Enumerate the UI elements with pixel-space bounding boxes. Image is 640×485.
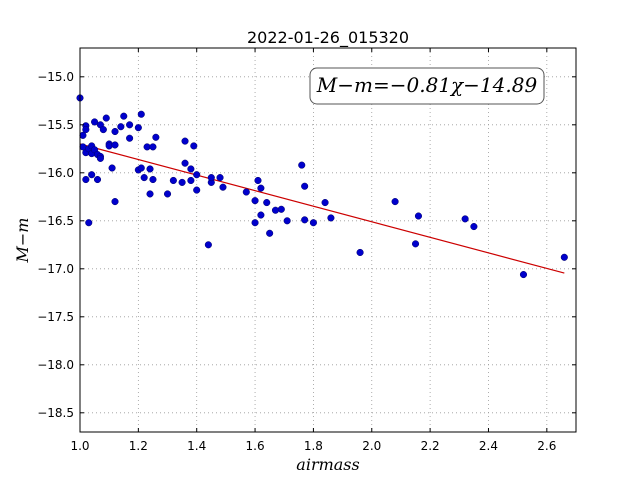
data-point [190,142,198,150]
x-tick-label: 2.4 [479,439,498,453]
data-point [96,154,104,162]
data-point [560,253,568,261]
plot-area-background [80,48,576,432]
data-point [91,118,99,126]
y-tick-label: −17.0 [37,262,74,276]
data-point [251,197,259,205]
data-point [102,114,110,122]
data-point [111,198,119,206]
y-tick-label: −16.0 [37,166,74,180]
data-point [93,175,102,184]
data-point [137,110,145,118]
y-axis-label: M−m [13,218,32,264]
fit-line [79,143,565,274]
data-point [88,171,96,179]
data-point [266,229,274,237]
x-tick-label: 1.6 [246,439,265,453]
data-point [111,127,119,136]
data-point [321,199,329,207]
data-point [254,176,262,185]
data-point [327,214,335,222]
data-point [461,215,469,223]
data-point [152,133,160,141]
data-point [187,165,195,173]
data-point [82,126,90,134]
plot-frame [79,47,577,433]
data-point [207,174,215,182]
data-point [411,240,420,248]
data-point [193,186,201,194]
data-point [414,212,422,220]
ticks [79,48,576,432]
fit-layer [79,143,565,274]
data-point [111,141,119,149]
data-point [134,124,142,132]
data-point [105,142,113,150]
data-point [263,199,271,207]
data-point [301,216,309,224]
x-tick-label: 2.6 [537,439,556,453]
data-point [257,211,265,219]
data-point [356,248,364,257]
data-point [117,123,125,131]
data-point [108,164,116,172]
data-point [219,183,227,191]
equation-annotation: M−m=−0.81χ−14.89 [316,73,538,97]
data-point [277,205,285,213]
grid [79,48,576,432]
x-tick-label: 1.2 [129,439,148,453]
data-point [257,184,265,192]
y-tick-label: −15.0 [37,70,74,84]
data-point [251,219,259,227]
data-point [309,219,317,227]
x-tick-label: 1.4 [187,439,206,453]
x-axis-label: airmass [296,455,359,474]
data-point [271,206,280,214]
points [76,94,568,279]
chart-title: 2022-01-26_015320 [247,28,409,48]
data-point [82,175,90,184]
data-point [187,176,195,185]
data-point [149,143,157,151]
data-point [146,165,154,173]
data-point [216,174,224,182]
data-point [137,164,145,172]
data-point [391,198,399,206]
data-point [99,126,107,134]
data-point [120,112,128,120]
x-tick-label: 2.2 [421,439,440,453]
data-point [181,159,189,167]
data-point [298,161,306,169]
data-point [470,223,478,231]
x-tick-label: 1.0 [70,439,89,453]
x-tick-label: 1.8 [304,439,323,453]
y-tick-label: −18.5 [37,406,74,420]
data-point [163,190,172,198]
data-point [126,121,134,129]
data-point [301,182,309,190]
data-point [193,171,201,179]
x-tick-label: 2.0 [362,439,381,453]
data-point [204,241,212,249]
data-point [149,175,157,184]
data-point [169,176,177,185]
data-point [126,134,134,142]
data-point [85,219,93,227]
y-tick-label: −16.5 [37,214,74,228]
x-tick-labels: 1.0 1.2 1.4 1.6 1.8 2.0 2.2 2.4 2.6 [70,439,556,453]
data-point [140,174,148,182]
y-tick-labels: −15.0 −15.5 −16.0 −16.5 −17.0 −17.5 −18.0 −18.5 [37,70,74,420]
y-tick-label: −18.0 [37,358,74,372]
y-tick-label: −17.5 [37,310,74,324]
data-point [283,217,291,225]
data-point [519,271,528,279]
data-point [181,137,189,145]
data-point [242,188,250,196]
data-point [146,190,154,198]
y-tick-label: −15.5 [37,118,74,132]
data-point [178,178,186,186]
equation-box [309,67,545,105]
